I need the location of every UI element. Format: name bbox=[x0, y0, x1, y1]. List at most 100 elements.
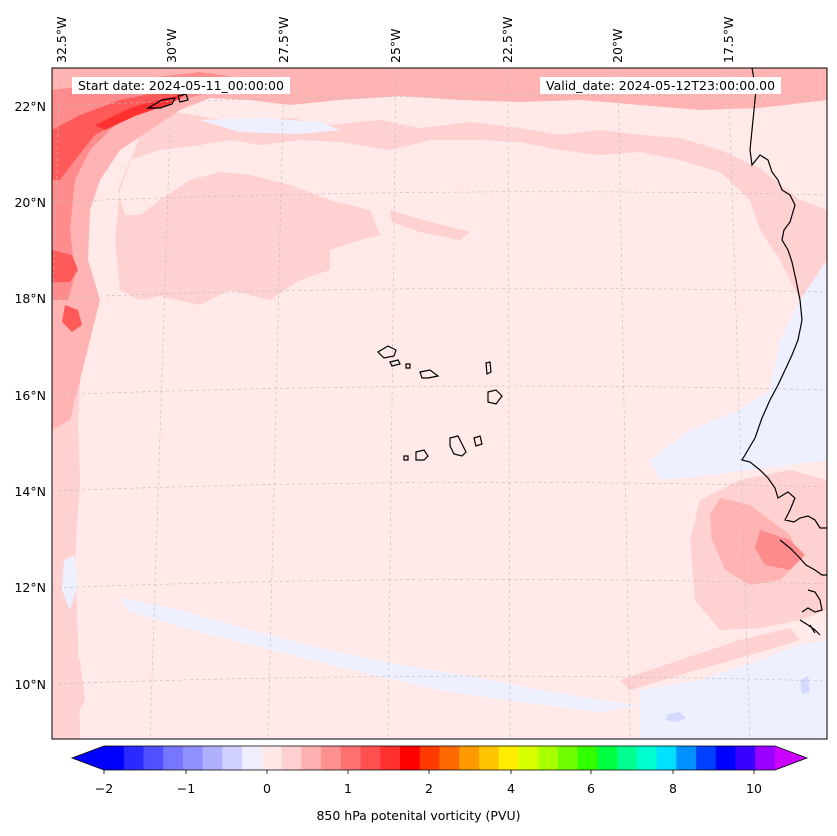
parallel-20n bbox=[52, 191, 827, 203]
island-santo-antao bbox=[377, 345, 397, 359]
coastlines bbox=[145, 68, 827, 636]
parallel-10n bbox=[52, 675, 827, 685]
lon-label: 17.5°W bbox=[721, 17, 736, 63]
lat-label: 12°N bbox=[14, 580, 46, 595]
pv-contour-north-band-core bbox=[95, 95, 185, 130]
pv-contour-west-red-spot bbox=[52, 250, 78, 282]
colorbar-swatch bbox=[360, 746, 381, 770]
longitude-labels: 32.5°W 30°W 27.5°W 25°W 22.5°W 20°W 17.5… bbox=[54, 17, 736, 63]
pv-contour-central-streak bbox=[390, 210, 470, 240]
colorbar-swatch bbox=[459, 746, 480, 770]
parallel-14n bbox=[52, 482, 827, 492]
colorbar-tick-label: 8 bbox=[669, 781, 677, 796]
colorbar-tick-label: 10 bbox=[746, 781, 762, 796]
parallel-22n bbox=[52, 95, 827, 107]
colorbar-swatch bbox=[597, 746, 618, 770]
island-santa-luzia bbox=[405, 363, 411, 369]
pv-contour-southwest-spot bbox=[60, 650, 85, 720]
colorbar-swatch bbox=[439, 746, 460, 770]
island-maio bbox=[473, 435, 483, 447]
lat-label: 16°N bbox=[14, 388, 46, 403]
colorbar-swatch bbox=[340, 746, 361, 770]
lat-label: 20°N bbox=[14, 195, 46, 210]
colorbar-tick-label: 0 bbox=[263, 781, 271, 796]
colorbar-swatch bbox=[261, 746, 283, 770]
lat-label: 18°N bbox=[14, 291, 46, 306]
colorbar bbox=[70, 745, 809, 774]
colorbar-tick-label: 4 bbox=[507, 781, 515, 796]
colorbar-swatch bbox=[498, 746, 519, 770]
pv-negative-east-coast bbox=[650, 260, 827, 480]
colorbar-swatch bbox=[696, 746, 717, 770]
colorbar-swatch bbox=[617, 746, 638, 770]
colorbar-ticks: −2 −1 0 1 2 4 6 8 10 bbox=[95, 781, 762, 796]
bissagos-coast bbox=[799, 589, 823, 636]
canary-island-2 bbox=[177, 93, 189, 103]
canary-island bbox=[145, 97, 177, 109]
colorbar-swatch bbox=[143, 746, 164, 770]
africa-coastline-south bbox=[779, 539, 827, 576]
colorbar-swatch bbox=[182, 746, 204, 770]
meridian-17-5w bbox=[727, 68, 751, 739]
valid-date-label: Valid_date: 2024-05-12T23:00:00.00 bbox=[540, 77, 782, 94]
parallel-12n bbox=[52, 579, 827, 589]
pv-contour-north-band bbox=[52, 68, 827, 330]
meridian-32-5w bbox=[52, 68, 61, 331]
pv-negative-north-streak bbox=[200, 118, 340, 134]
lon-label: 25°W bbox=[388, 28, 403, 63]
pv-contour-north-band-red bbox=[52, 90, 190, 180]
colorbar-swatch bbox=[676, 746, 697, 770]
colorbar-swatch bbox=[301, 746, 322, 770]
meridian-27-5w bbox=[267, 68, 285, 739]
island-sal bbox=[485, 361, 492, 375]
colorbar-swatch bbox=[557, 746, 579, 770]
colorbar-swatch bbox=[163, 746, 184, 770]
graticule bbox=[52, 68, 827, 739]
colorbar-swatch bbox=[715, 746, 736, 770]
colorbar-tick-label: −1 bbox=[177, 781, 195, 796]
colorbar-extend-max bbox=[775, 746, 807, 770]
island-boa-vista bbox=[487, 389, 503, 405]
lon-label: 27.5°W bbox=[276, 17, 291, 63]
colorbar-tick-label: 2 bbox=[425, 781, 433, 796]
colorbar-tick-label: −2 bbox=[95, 781, 113, 796]
colorbar-swatch bbox=[202, 746, 223, 770]
parallel-18n bbox=[52, 287, 827, 299]
colorbar-swatch bbox=[577, 746, 598, 770]
meridian-25w bbox=[387, 68, 397, 739]
meridian-20w bbox=[617, 68, 631, 739]
meridian-30w bbox=[149, 68, 173, 739]
colorbar-swatch bbox=[380, 746, 401, 770]
colorbar-tick-label: 1 bbox=[344, 781, 352, 796]
colorbar-swatch bbox=[222, 746, 243, 770]
meridian-22-5w bbox=[507, 68, 511, 739]
colorbar-swatch bbox=[123, 746, 144, 770]
pv-negative-south-band bbox=[120, 598, 640, 712]
colorbar-swatch bbox=[104, 746, 125, 770]
parallel-16n bbox=[52, 385, 827, 396]
lat-label: 10°N bbox=[14, 677, 46, 692]
map-frame bbox=[51, 67, 828, 740]
lon-label: 30°W bbox=[164, 28, 179, 63]
island-sao-vicente bbox=[389, 359, 401, 367]
colorbar-swatch bbox=[400, 746, 421, 770]
island-sao-nicolau bbox=[419, 369, 440, 379]
island-fogo bbox=[415, 449, 429, 461]
start-date-label: Start date: 2024-05-11_00:00:00 bbox=[72, 77, 290, 94]
colorbar-tick-label: 6 bbox=[587, 781, 595, 796]
island-santiago bbox=[449, 435, 467, 457]
colorbar-swatch bbox=[755, 746, 776, 770]
lat-label: 14°N bbox=[14, 484, 46, 499]
colorbar-title: 850 hPa potenital vorticity (PVU) bbox=[316, 808, 521, 823]
lon-label: 20°W bbox=[610, 28, 625, 63]
colorbar-swatch bbox=[478, 746, 500, 770]
colorbar-swatch bbox=[538, 746, 559, 770]
pv-negative-blue-spot bbox=[666, 712, 686, 722]
colorbar-swatch bbox=[735, 746, 756, 770]
pv-negative-west-spot bbox=[62, 555, 78, 610]
lon-label: 22.5°W bbox=[500, 17, 515, 63]
pv-contour-west-red-spot-2 bbox=[62, 305, 82, 332]
colorbar-swatch bbox=[242, 746, 263, 770]
africa-coastline bbox=[741, 68, 827, 529]
